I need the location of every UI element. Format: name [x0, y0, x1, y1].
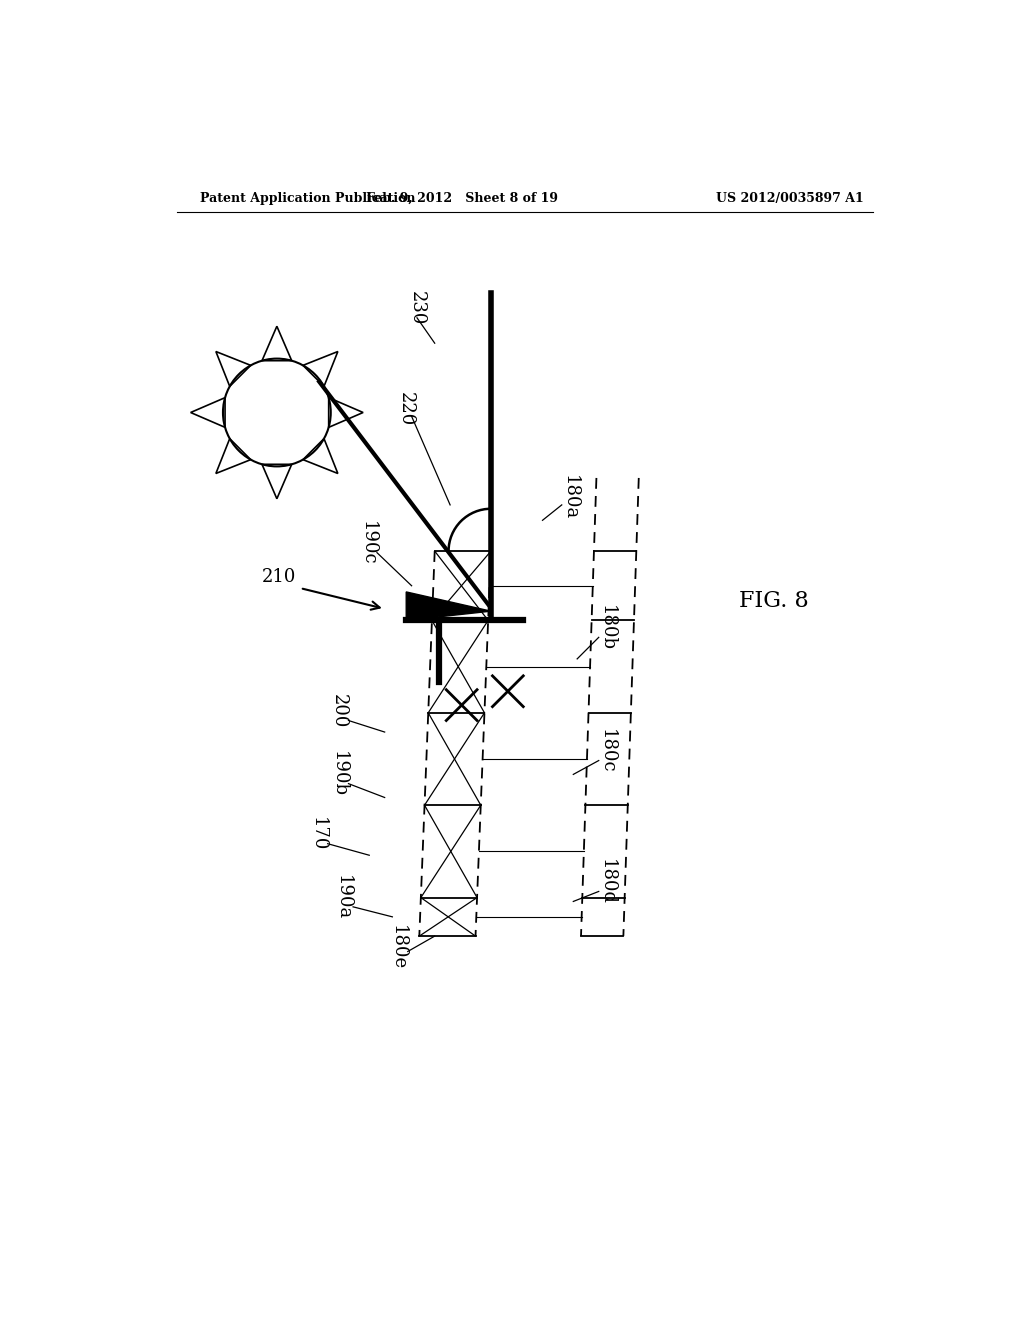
- Text: 180a: 180a: [560, 475, 579, 520]
- Text: Feb. 9, 2012   Sheet 8 of 19: Feb. 9, 2012 Sheet 8 of 19: [366, 191, 558, 205]
- Text: 190a: 190a: [334, 875, 352, 920]
- Polygon shape: [407, 591, 490, 620]
- Text: 180b: 180b: [597, 605, 615, 651]
- Text: Patent Application Publication: Patent Application Publication: [200, 191, 416, 205]
- Text: 170: 170: [308, 817, 327, 851]
- Text: 210: 210: [262, 568, 296, 586]
- Text: 190b: 190b: [330, 751, 347, 797]
- Text: 180d: 180d: [597, 859, 615, 906]
- Text: 200: 200: [330, 694, 347, 729]
- Text: US 2012/0035897 A1: US 2012/0035897 A1: [716, 191, 863, 205]
- Text: 190c: 190c: [358, 521, 377, 566]
- Text: 230: 230: [408, 292, 426, 326]
- Text: 180c: 180c: [597, 729, 615, 774]
- Text: 220: 220: [396, 392, 415, 426]
- Text: 180e: 180e: [389, 925, 407, 970]
- Text: FIG. 8: FIG. 8: [739, 590, 809, 612]
